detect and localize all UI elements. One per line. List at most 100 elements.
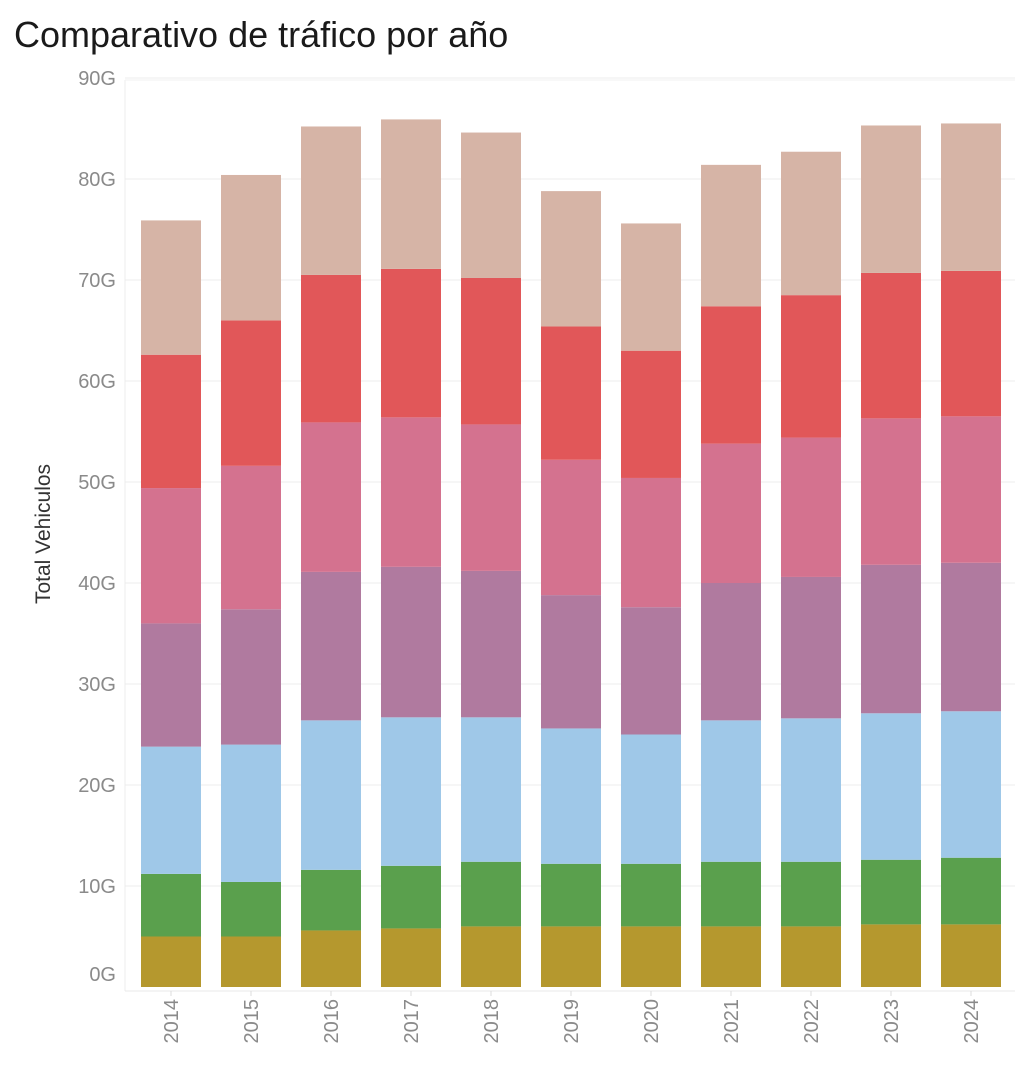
bar-segment[interactable] <box>461 132 521 278</box>
bars <box>141 119 1001 987</box>
y-tick-label: 50G <box>78 472 116 494</box>
y-tick-label: 20G <box>78 775 116 797</box>
bar-segment[interactable] <box>781 926 841 987</box>
x-tick-label: 2024 <box>961 999 983 1044</box>
bar-segment[interactable] <box>861 272 921 419</box>
bar-segment[interactable] <box>381 119 441 269</box>
bar-segment[interactable] <box>301 930 361 987</box>
bar-segment[interactable] <box>701 926 761 987</box>
x-tick-label: 2019 <box>561 999 583 1044</box>
bar-segment[interactable] <box>861 859 921 925</box>
bar-segment[interactable] <box>621 607 681 735</box>
bar-segment[interactable] <box>141 873 201 937</box>
x-tick-label: 2021 <box>721 999 743 1044</box>
bar-segment[interactable] <box>621 223 681 351</box>
x-tick-label: 2018 <box>481 999 503 1044</box>
bar-segment[interactable] <box>941 416 1001 563</box>
bar-segment[interactable] <box>461 861 521 927</box>
bar-segment[interactable] <box>141 488 201 624</box>
bar-segment[interactable] <box>221 465 281 610</box>
bar-segment[interactable] <box>621 477 681 608</box>
bar-segment[interactable] <box>941 270 1001 417</box>
bar-segment[interactable] <box>781 576 841 719</box>
bar-segment[interactable] <box>701 720 761 862</box>
bar-segment[interactable] <box>781 718 841 862</box>
bar-segment[interactable] <box>701 443 761 583</box>
bar-segment[interactable] <box>141 220 201 355</box>
bar-segment[interactable] <box>701 164 761 307</box>
chart-title: Comparativo de tráfico por año <box>14 14 509 55</box>
bar-segment[interactable] <box>141 936 201 988</box>
y-tick-label: 10G <box>78 876 116 898</box>
bar-segment[interactable] <box>541 326 601 460</box>
bar-segment[interactable] <box>781 437 841 577</box>
bar-segment[interactable] <box>781 151 841 296</box>
bar-segment[interactable] <box>301 274 361 423</box>
y-axis-label: Total Vehiculos <box>32 464 55 604</box>
bar-segment[interactable] <box>221 881 281 937</box>
bar-segment[interactable] <box>381 717 441 866</box>
bar-segment[interactable] <box>381 928 441 987</box>
bar-segment[interactable] <box>621 734 681 864</box>
bar-segment[interactable] <box>701 306 761 444</box>
bar-segment[interactable] <box>621 926 681 987</box>
bar-segment[interactable] <box>381 417 441 567</box>
x-tick-label: 2016 <box>321 999 343 1044</box>
x-tick-label: 2014 <box>161 999 183 1044</box>
bar-segment[interactable] <box>541 728 601 864</box>
bar-segment[interactable] <box>541 191 601 327</box>
bar-segment[interactable] <box>221 174 281 321</box>
bar-segment[interactable] <box>301 571 361 721</box>
bar-segment[interactable] <box>461 570 521 718</box>
y-tick-label: 40G <box>78 573 116 595</box>
bar-segment[interactable] <box>941 857 1001 925</box>
bar-segment[interactable] <box>541 459 601 596</box>
bar-segment[interactable] <box>301 869 361 931</box>
bar-segment[interactable] <box>221 609 281 745</box>
bar-segment[interactable] <box>141 354 201 489</box>
bar-segment[interactable] <box>701 583 761 721</box>
bar-segment[interactable] <box>381 268 441 418</box>
bar-segment[interactable] <box>941 123 1001 271</box>
bar-segment[interactable] <box>541 595 601 729</box>
y-tick-label: 0G <box>89 964 116 986</box>
bar-segment[interactable] <box>301 126 361 275</box>
bar-segment[interactable] <box>941 562 1001 712</box>
x-tick-label: 2020 <box>641 999 663 1044</box>
bar-segment[interactable] <box>461 926 521 987</box>
bar-segment[interactable] <box>861 418 921 565</box>
bar-segment[interactable] <box>541 863 601 927</box>
bar-segment[interactable] <box>541 926 601 987</box>
bar-segment[interactable] <box>461 424 521 571</box>
bar-segment[interactable] <box>861 564 921 714</box>
bar-segment[interactable] <box>141 746 201 874</box>
bar-segment[interactable] <box>461 277 521 425</box>
bar-segment[interactable] <box>621 350 681 478</box>
bar-segment[interactable] <box>381 865 441 929</box>
x-axis-ticks: 2014 2015 2016 2017 2018 2019 2020 2021 2022 2023… <box>161 991 983 1044</box>
y-tick-label: 60G <box>78 371 116 393</box>
x-tick-label: 2015 <box>241 999 263 1044</box>
x-tick-label: 2022 <box>801 999 823 1044</box>
bar-segment[interactable] <box>301 720 361 870</box>
bar-segment[interactable] <box>381 566 441 718</box>
bar-segment[interactable] <box>221 320 281 466</box>
bar-segment[interactable] <box>141 623 201 747</box>
y-tick-label: 90G <box>78 68 116 90</box>
bar-segment[interactable] <box>781 861 841 927</box>
bar-segment[interactable] <box>861 125 921 273</box>
y-tick-label: 70G <box>78 270 116 292</box>
bar-segment[interactable] <box>221 744 281 882</box>
bar-segment[interactable] <box>221 936 281 988</box>
bar-segment[interactable] <box>941 711 1001 858</box>
bar-segment[interactable] <box>701 861 761 927</box>
bar-segment[interactable] <box>781 295 841 438</box>
bar-segment[interactable] <box>861 713 921 860</box>
bar-segment[interactable] <box>861 924 921 987</box>
bar-segment[interactable] <box>301 422 361 572</box>
bar-segment[interactable] <box>621 863 681 927</box>
bar-segment[interactable] <box>461 717 521 862</box>
bar-segment[interactable] <box>941 924 1001 987</box>
x-tick-label: 2023 <box>881 999 903 1044</box>
